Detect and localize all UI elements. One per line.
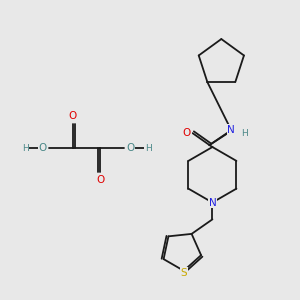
Text: N: N [208, 197, 216, 208]
Text: N: N [227, 125, 235, 135]
Text: O: O [39, 143, 47, 153]
Text: O: O [182, 128, 191, 138]
Text: O: O [126, 143, 134, 153]
Text: O: O [69, 111, 77, 121]
Text: H: H [145, 143, 152, 152]
Text: H: H [241, 129, 248, 138]
Text: S: S [181, 268, 187, 278]
Text: O: O [96, 175, 105, 185]
Text: H: H [22, 143, 28, 152]
